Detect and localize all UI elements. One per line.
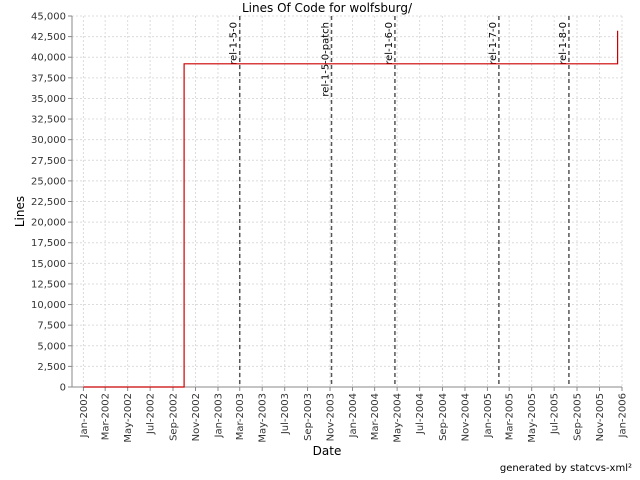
release-marker-label: rel-1-5-0-patch: [321, 22, 332, 97]
x-tick-label: Nov-2004: [460, 393, 471, 441]
x-tick-label: Jul-2004: [415, 393, 426, 435]
x-tick-label: Sep-2002: [169, 393, 180, 441]
y-axis-title: Lines: [13, 196, 27, 227]
release-marker-label: rel-1-6-0: [384, 22, 395, 65]
y-tick-label: 7,500: [37, 321, 66, 332]
y-tick-label: 35,000: [31, 94, 66, 105]
y-tick-label: 42,500: [31, 32, 66, 43]
y-tick-label: 0: [60, 383, 66, 394]
x-tick-label: May-2004: [393, 393, 404, 443]
x-tick-label: Mar-2002: [101, 393, 112, 440]
y-tick-label: 45,000: [31, 12, 66, 23]
x-tick-label: Jan-2004: [348, 393, 359, 438]
x-tick-label: Jan-2005: [483, 393, 494, 438]
y-tick-label: 20,000: [31, 218, 66, 229]
x-tick-label: Jan-2002: [79, 393, 90, 438]
release-marker-label: rel-1-7-0: [488, 22, 499, 65]
y-tick-label: 25,000: [31, 176, 66, 187]
y-tick-label: 15,000: [31, 259, 66, 270]
x-axis-title: Date: [313, 444, 342, 458]
y-tick-label: 37,500: [31, 73, 66, 84]
generator-credit: generated by statcvs-xml²: [499, 463, 632, 474]
chart-title: Lines Of Code for wolfsburg/: [242, 1, 413, 15]
plot-area: [72, 16, 622, 387]
x-tick-label: Nov-2003: [326, 393, 337, 441]
x-tick-label: Sep-2005: [573, 393, 584, 441]
x-tick-label: Jan-2006: [618, 393, 629, 438]
x-tick-label: May-2003: [258, 393, 269, 443]
x-tick-label: May-2002: [123, 393, 134, 443]
x-tick-label: Jul-2003: [280, 393, 291, 435]
x-tick-label: Nov-2002: [191, 393, 202, 441]
x-tick-label: May-2005: [527, 393, 538, 443]
y-tick-label: 32,500: [31, 115, 66, 126]
x-tick-label: Mar-2005: [505, 393, 516, 440]
y-tick-label: 30,000: [31, 135, 66, 146]
y-tick-label: 27,500: [31, 156, 66, 167]
x-tick-label: Mar-2004: [370, 393, 381, 440]
y-tick-label: 12,500: [31, 279, 66, 290]
x-tick-label: Sep-2004: [438, 393, 449, 441]
x-tick-label: Jul-2002: [146, 393, 157, 435]
y-tick-label: 5,000: [37, 341, 66, 352]
y-tick-label: 22,500: [31, 197, 66, 208]
x-tick-label: Sep-2003: [303, 393, 314, 441]
release-marker-label: rel-1-5-0: [229, 22, 240, 65]
x-tick-label: Nov-2005: [595, 393, 606, 441]
y-tick-label: 2,500: [37, 362, 66, 373]
x-tick-label: Jan-2003: [213, 393, 224, 438]
y-tick-label: 17,500: [31, 238, 66, 249]
loc-series-line: [83, 30, 619, 388]
y-tick-label: 10,000: [31, 300, 66, 311]
x-tick-label: Jul-2005: [550, 393, 561, 435]
release-marker-label: rel-1-8-0: [558, 22, 569, 65]
x-tick-label: Mar-2003: [235, 393, 246, 440]
y-tick-label: 40,000: [31, 53, 66, 64]
